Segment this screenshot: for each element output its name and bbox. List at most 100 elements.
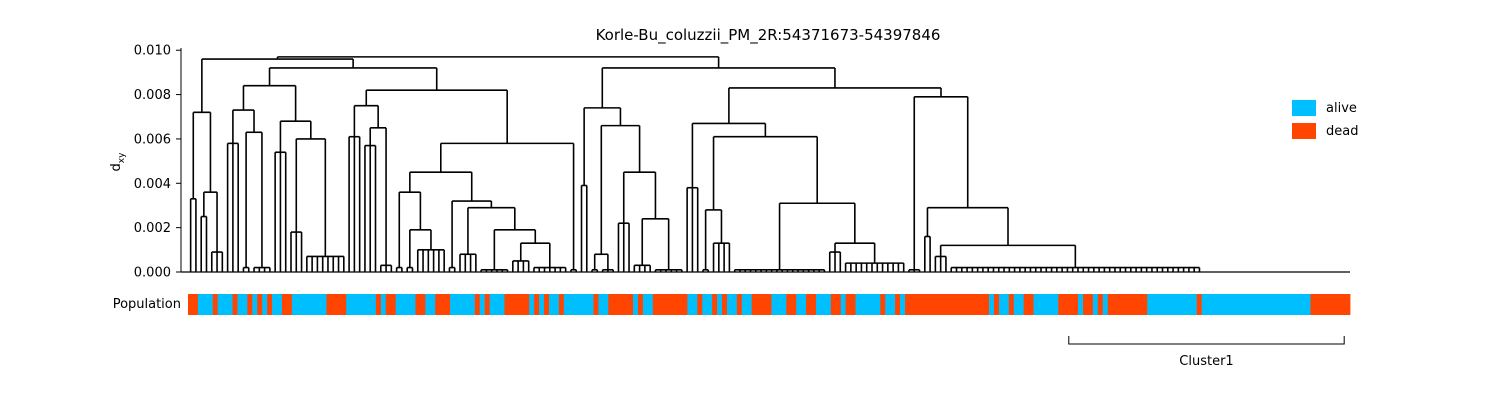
- population-segment-alive: [563, 294, 594, 315]
- population-segment-alive: [425, 294, 436, 315]
- population-segment-dead: [247, 294, 253, 315]
- population-segment-dead: [415, 294, 426, 315]
- population-segment-alive: [380, 294, 387, 315]
- population-segment-dead: [637, 294, 644, 315]
- population-segment-dead: [1082, 294, 1094, 315]
- y-tick-label: 0.004: [134, 177, 171, 192]
- population-segment-alive: [291, 294, 327, 315]
- population-segment-dead: [212, 294, 219, 315]
- legend-label-dead: dead: [1326, 124, 1358, 139]
- population-segment-alive: [642, 294, 654, 315]
- population-segment-dead: [712, 294, 718, 315]
- population-segment-dead: [722, 294, 728, 315]
- population-segment-dead: [544, 294, 550, 315]
- population-segment-alive: [1102, 294, 1109, 315]
- population-segment-dead: [736, 294, 743, 315]
- population-segment-dead: [993, 294, 1000, 315]
- population-segment-alive: [771, 294, 787, 315]
- chart-title: Korle-Bu_coluzzii_PM_2R:54371673-5439784…: [596, 26, 941, 45]
- population-segment-dead: [1196, 294, 1203, 315]
- population-segment-alive: [702, 294, 713, 315]
- population-segment-alive: [989, 294, 995, 315]
- y-axis-label: dxy: [109, 152, 127, 172]
- y-tick-label: 0.008: [134, 88, 171, 103]
- population-segment-alive: [1033, 294, 1059, 315]
- population-segment-alive: [450, 294, 476, 315]
- population-segment-dead: [1097, 294, 1104, 315]
- population-segment-alive: [489, 294, 505, 315]
- population-segment-dead: [435, 294, 451, 315]
- cluster-label: Cluster1: [1179, 354, 1233, 369]
- population-segment-dead: [593, 294, 599, 315]
- legend-label-alive: alive: [1326, 101, 1357, 116]
- population-segment-dead: [232, 294, 238, 315]
- population-segment-dead: [558, 294, 565, 315]
- population-segment-dead: [895, 294, 901, 315]
- population-segment-alive: [741, 294, 753, 315]
- population-segment-alive: [687, 294, 698, 315]
- population-segment-alive: [272, 294, 283, 315]
- population-segment-dead: [188, 294, 199, 315]
- y-axis: 0.000 0.002 0.004 0.006 0.008 0.010: [134, 44, 182, 281]
- population-segment-alive: [998, 294, 1010, 315]
- population-segment-alive: [237, 294, 248, 315]
- y-tick-label: 0.006: [134, 132, 171, 147]
- population-segment-dead: [326, 294, 347, 315]
- cluster-annotation: Cluster1: [1068, 336, 1345, 369]
- population-segment-alive: [855, 294, 881, 315]
- population-segment-dead: [608, 294, 634, 315]
- y-tick-label: 0.000: [134, 266, 171, 281]
- population-segment-alive: [1147, 294, 1198, 315]
- population-segment-alive: [815, 294, 832, 315]
- population-segment-alive: [252, 294, 258, 315]
- population-segment-dead: [845, 294, 856, 315]
- population-segment-alive: [529, 294, 535, 315]
- population-bar: [188, 294, 1351, 315]
- population-label: Population: [113, 297, 181, 312]
- population-segment-alive: [548, 294, 560, 315]
- population-segment-dead: [385, 294, 397, 315]
- legend: alive dead: [1292, 100, 1358, 139]
- population-segment-dead: [474, 294, 481, 315]
- population-segment-alive: [633, 294, 639, 315]
- population-segment-alive: [796, 294, 807, 315]
- population-segment-alive: [1092, 294, 1099, 315]
- population-segment-dead: [697, 294, 703, 315]
- y-tick-label: 0.010: [134, 44, 171, 59]
- population-segment-alive: [598, 294, 609, 315]
- population-segment-alive: [900, 294, 906, 315]
- population-segment-alive: [479, 294, 486, 315]
- population-segment-dead: [751, 294, 772, 315]
- population-segment-dead: [880, 294, 886, 315]
- population-segment-dead: [504, 294, 530, 315]
- y-tick-label: 0.002: [134, 221, 171, 236]
- population-segment-alive: [395, 294, 416, 315]
- population-segment-alive: [1078, 294, 1084, 315]
- population-segment-dead: [267, 294, 273, 315]
- population-segment-dead: [1058, 294, 1079, 315]
- population-segment-alive: [539, 294, 545, 315]
- legend-swatch-alive: [1292, 100, 1316, 116]
- population-segment-dead: [1107, 294, 1148, 315]
- population-segment-alive: [217, 294, 233, 315]
- population-segment-dead: [652, 294, 688, 315]
- population-segment-dead: [1023, 294, 1034, 315]
- population-segment-alive: [346, 294, 377, 315]
- population-segment-dead: [534, 294, 540, 315]
- population-segment-dead: [375, 294, 382, 315]
- population-segment-dead: [830, 294, 842, 315]
- svg-text:dxy: dxy: [109, 152, 127, 172]
- population-segment-dead: [1310, 294, 1351, 315]
- population-segment-alive: [197, 294, 214, 315]
- population-segment-alive: [840, 294, 847, 315]
- population-segment-alive: [885, 294, 896, 315]
- population-segment-dead: [1008, 294, 1015, 315]
- population-segment-dead: [257, 294, 263, 315]
- y-axis-label-main: d: [109, 163, 124, 171]
- population-segment-alive: [262, 294, 268, 315]
- dendrogram-links: [181, 56, 1350, 273]
- population-segment-alive: [726, 294, 738, 315]
- population-segment-dead: [484, 294, 491, 315]
- population-segment-alive: [717, 294, 723, 315]
